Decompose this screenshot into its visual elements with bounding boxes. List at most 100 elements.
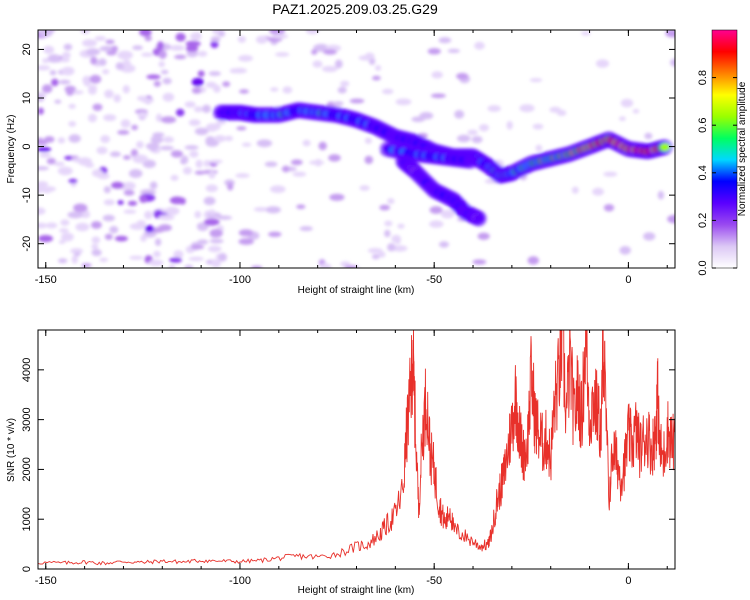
spectrogram-speckle <box>84 162 95 168</box>
spectrogram-speckle <box>132 154 148 164</box>
spectrogram-speckle <box>99 45 115 52</box>
colorbar-tick-label: 0.4 <box>697 165 709 180</box>
spectrogram-speckle <box>472 259 487 265</box>
spectrogram-speckle <box>337 86 347 94</box>
spectrogram-speckle <box>391 245 408 252</box>
spectrogram-speckle <box>205 184 218 193</box>
spectrogram-speckle <box>105 39 115 44</box>
spectrogram-speckle <box>129 255 144 260</box>
spectrogram-speckle <box>61 66 75 76</box>
spectrogram-speckle <box>144 210 153 220</box>
spectrogram-speckle <box>115 62 125 70</box>
spectrogram-speckle <box>229 68 240 74</box>
spectrogram-speckle <box>188 256 204 261</box>
spectrogram-speckle <box>371 254 380 260</box>
spectrogram-speckle <box>80 211 91 219</box>
spectrogram-speckle <box>148 259 164 267</box>
spectrogram-speckle <box>51 78 59 87</box>
spectrogram-speckle <box>667 214 675 224</box>
spectrogram-speckle <box>313 43 329 52</box>
spectrogram-speckle <box>74 252 81 257</box>
spectrogram-speckle <box>71 255 79 264</box>
spectrogram-speckle <box>556 109 567 116</box>
spectrogram-speckle <box>197 70 205 77</box>
spectrogram-speckle <box>197 50 208 57</box>
spectrogram-speckle <box>113 94 121 103</box>
spectrogram-speckle <box>387 243 396 252</box>
spectrogram-speckle <box>140 189 156 196</box>
spectrogram-speckle <box>155 113 163 122</box>
spectrogram-speckle <box>158 50 167 59</box>
spectrogram-speckle <box>202 104 211 114</box>
spectrogram-speckle <box>210 40 219 49</box>
spectrogram-speckle <box>139 195 148 203</box>
spectrogram-speckle <box>238 238 254 245</box>
spectrogram-speckle <box>439 241 449 248</box>
spectrogram-speckle <box>139 30 152 37</box>
spectrogram-speckle <box>117 130 130 135</box>
spectrogram-speckle <box>595 59 610 68</box>
spectrogram-speckle <box>104 233 113 240</box>
spectrogram-speckle <box>53 161 65 167</box>
spectrogram-speckle <box>210 36 221 43</box>
spectrogram-speckle <box>506 120 513 130</box>
spectrogram-speckle <box>149 181 158 190</box>
spectrogram-speckle <box>581 31 591 36</box>
y-tick-label: -20 <box>21 236 33 252</box>
spectrogram-speckle <box>429 220 444 228</box>
spectrogram-speckle <box>141 97 154 104</box>
spectrogram-speckle <box>344 265 359 268</box>
spectrogram-speckle <box>603 171 618 177</box>
spectrogram-speckle <box>102 69 110 75</box>
x-tick-label: -150 <box>35 274 57 286</box>
spectrogram-speckle <box>102 214 115 222</box>
spectrogram-speckle <box>144 35 152 42</box>
spectrogram-speckle <box>169 257 183 263</box>
spectrogram-speckle <box>47 54 61 63</box>
spectrogram-speckle <box>57 258 68 264</box>
spectrogram-speckle <box>140 234 147 242</box>
spectrogram-speckle <box>137 111 149 118</box>
spectrogram-speckle <box>340 261 351 267</box>
snr-panel: -150 -100 -50 0 0 1000 2000 3000 4000 Height of… <box>6 329 676 596</box>
spectrogram-speckle <box>144 225 154 233</box>
spectrogram-speckle <box>157 41 164 51</box>
spectrogram-speckle <box>88 84 97 91</box>
spectrogram-speckle <box>208 170 216 179</box>
y-tick-label: -10 <box>21 187 33 203</box>
spectrogram-speckle <box>184 145 199 150</box>
spectrogram-speckle <box>411 116 426 123</box>
spectrogram-speckle <box>127 200 138 206</box>
spectrogram-speckle <box>209 238 224 244</box>
spectrogram-speckle <box>236 126 247 131</box>
spectrogram-speckle <box>153 250 161 258</box>
spectrogram-speckle <box>571 186 579 194</box>
spectrogram-speckle <box>136 220 146 228</box>
spectrogram-speckle <box>82 39 97 47</box>
spectrogram-speckle <box>185 40 201 47</box>
spectrogram-speckle <box>168 264 176 268</box>
spectrogram-speckle <box>237 35 246 43</box>
spectrogram-speckle <box>80 30 90 35</box>
spectrogram-speckle <box>91 243 99 250</box>
spectrogram-y-axis: -20 -10 0 10 20 <box>21 43 675 252</box>
spectrogram-speckle <box>91 236 101 244</box>
spectrogram-speckle <box>123 189 135 196</box>
colorbar-tick-label: 0.8 <box>697 70 709 85</box>
spectrogram-speckle <box>375 65 382 71</box>
spectrogram-speckle <box>197 239 209 245</box>
spectrogram-speckle <box>296 204 306 210</box>
spectrogram-speckle <box>256 139 273 148</box>
spectrogram-speckle <box>169 45 185 51</box>
spectrogram-speckle <box>643 232 656 241</box>
spectrogram-speckle <box>68 103 76 109</box>
y-tick-label: 10 <box>21 92 33 104</box>
spectrogram-speckle <box>349 98 365 104</box>
spectrogram-speckle <box>431 71 443 79</box>
spectrogram-speckle <box>379 204 391 211</box>
spectrogram-speckle <box>195 159 203 169</box>
spectrogram-speckle <box>123 155 131 160</box>
spectrogram-speckle <box>153 80 161 87</box>
spectrogram-speckle <box>203 160 211 167</box>
